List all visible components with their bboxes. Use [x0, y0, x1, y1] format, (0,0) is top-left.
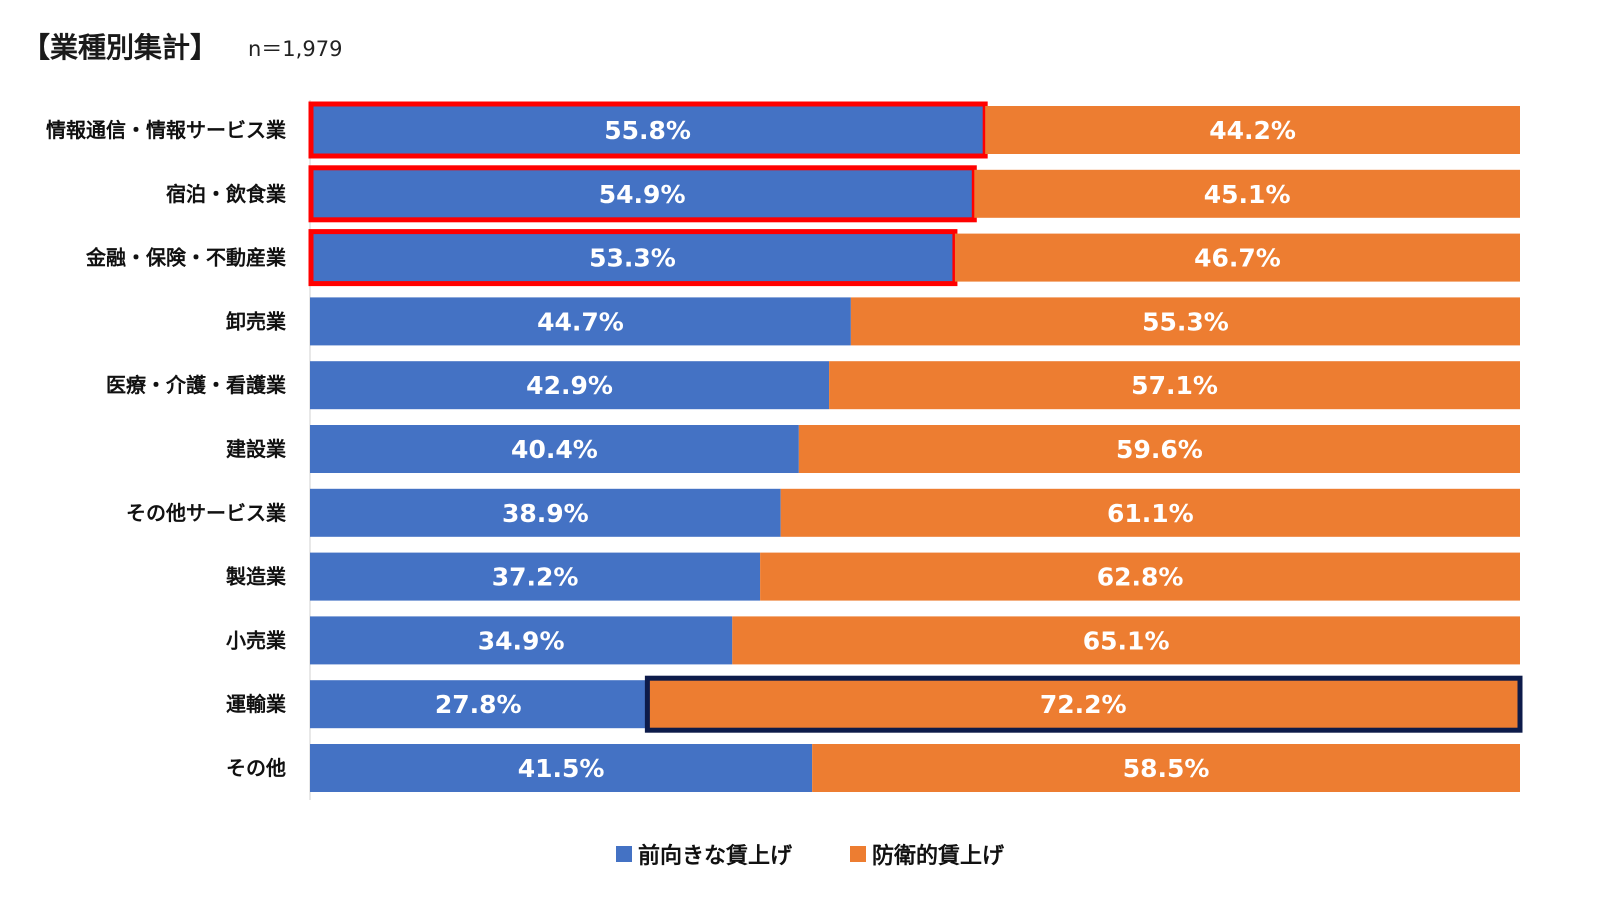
data-label: 58.5% — [1123, 754, 1210, 783]
legend-swatch-defensive — [850, 846, 866, 862]
data-label: 42.9% — [526, 371, 613, 400]
category-label: 金融・保険・不動産業 — [85, 246, 287, 270]
data-label: 65.1% — [1083, 626, 1170, 655]
bar-segment-defensive — [798, 425, 1520, 473]
data-label: 34.9% — [478, 626, 565, 655]
data-label: 46.7% — [1194, 244, 1281, 273]
category-label: 小売業 — [226, 628, 287, 652]
bar-segment-forward — [310, 233, 955, 282]
data-label: 59.6% — [1116, 435, 1203, 464]
bar-segment-defensive — [646, 680, 1520, 729]
highlight-box — [644, 675, 1523, 733]
category-label: 卸売業 — [226, 309, 287, 333]
bar-segment-defensive — [974, 169, 1520, 218]
bar-segment-defensive — [985, 106, 1520, 154]
bar-segment-defensive — [780, 488, 1520, 537]
bar-segment-forward — [310, 744, 813, 792]
sample-size: n＝1,979 — [248, 37, 343, 61]
data-label: 72.2% — [1040, 690, 1127, 719]
bar-segment-defensive — [760, 552, 1520, 601]
bar-segment-defensive — [850, 297, 1520, 346]
category-label: その他サービス業 — [126, 501, 287, 525]
bar-segment-forward — [310, 616, 733, 665]
legend-swatch-forward — [615, 846, 632, 862]
data-label: 54.9% — [599, 180, 686, 209]
data-label: 41.5% — [518, 754, 605, 783]
bar-segment-defensive — [812, 744, 1520, 792]
bar-segment-forward — [310, 488, 781, 537]
legend-label-forward: 前向きな賃上げ — [637, 844, 792, 869]
legend-item-defensive: 防衛的賃上げ — [850, 838, 1004, 870]
category-label: 医療・介護・看護業 — [106, 373, 287, 397]
category-label: 運輸業 — [226, 692, 287, 716]
bar-segment-forward — [310, 552, 761, 601]
data-label: 27.8% — [435, 690, 522, 719]
bar-segment-defensive — [732, 616, 1520, 665]
category-label: 情報通信・情報サービス業 — [46, 118, 287, 142]
bar-segment-defensive — [954, 233, 1520, 282]
category-label: その他 — [226, 756, 286, 780]
bar-segment-forward — [310, 297, 851, 346]
data-label: 53.3% — [589, 244, 676, 273]
chart-title: 【業種別集計】 — [22, 31, 219, 64]
bar-segment-forward — [310, 680, 647, 729]
data-label: 45.1% — [1204, 180, 1291, 209]
legend-item-forward: 前向きな賃上げ — [615, 838, 792, 870]
bar-segment-forward — [310, 106, 986, 154]
bar-segment-defensive — [829, 361, 1520, 410]
category-label: 建設業 — [226, 437, 287, 461]
data-label: 44.7% — [537, 307, 624, 336]
data-label: 62.8% — [1097, 563, 1184, 592]
category-label: 製造業 — [226, 565, 287, 589]
category-label: 宿泊・飲食業 — [166, 182, 287, 206]
data-label: 44.2% — [1209, 116, 1296, 145]
bar-segment-forward — [310, 361, 830, 410]
bar-segment-forward — [310, 425, 799, 473]
legend: 前向きな賃上げ 防衛的賃上げ — [0, 838, 1600, 870]
data-label: 38.9% — [502, 499, 589, 528]
data-label: 57.1% — [1131, 371, 1218, 400]
bar-segment-forward — [310, 169, 975, 218]
data-label: 55.8% — [604, 116, 691, 145]
data-label: 40.4% — [511, 435, 598, 464]
data-label: 61.1% — [1107, 499, 1194, 528]
data-label: 55.3% — [1142, 307, 1229, 336]
data-label: 37.2% — [492, 563, 579, 592]
legend-label-defensive: 防衛的賃上げ — [872, 844, 1005, 869]
